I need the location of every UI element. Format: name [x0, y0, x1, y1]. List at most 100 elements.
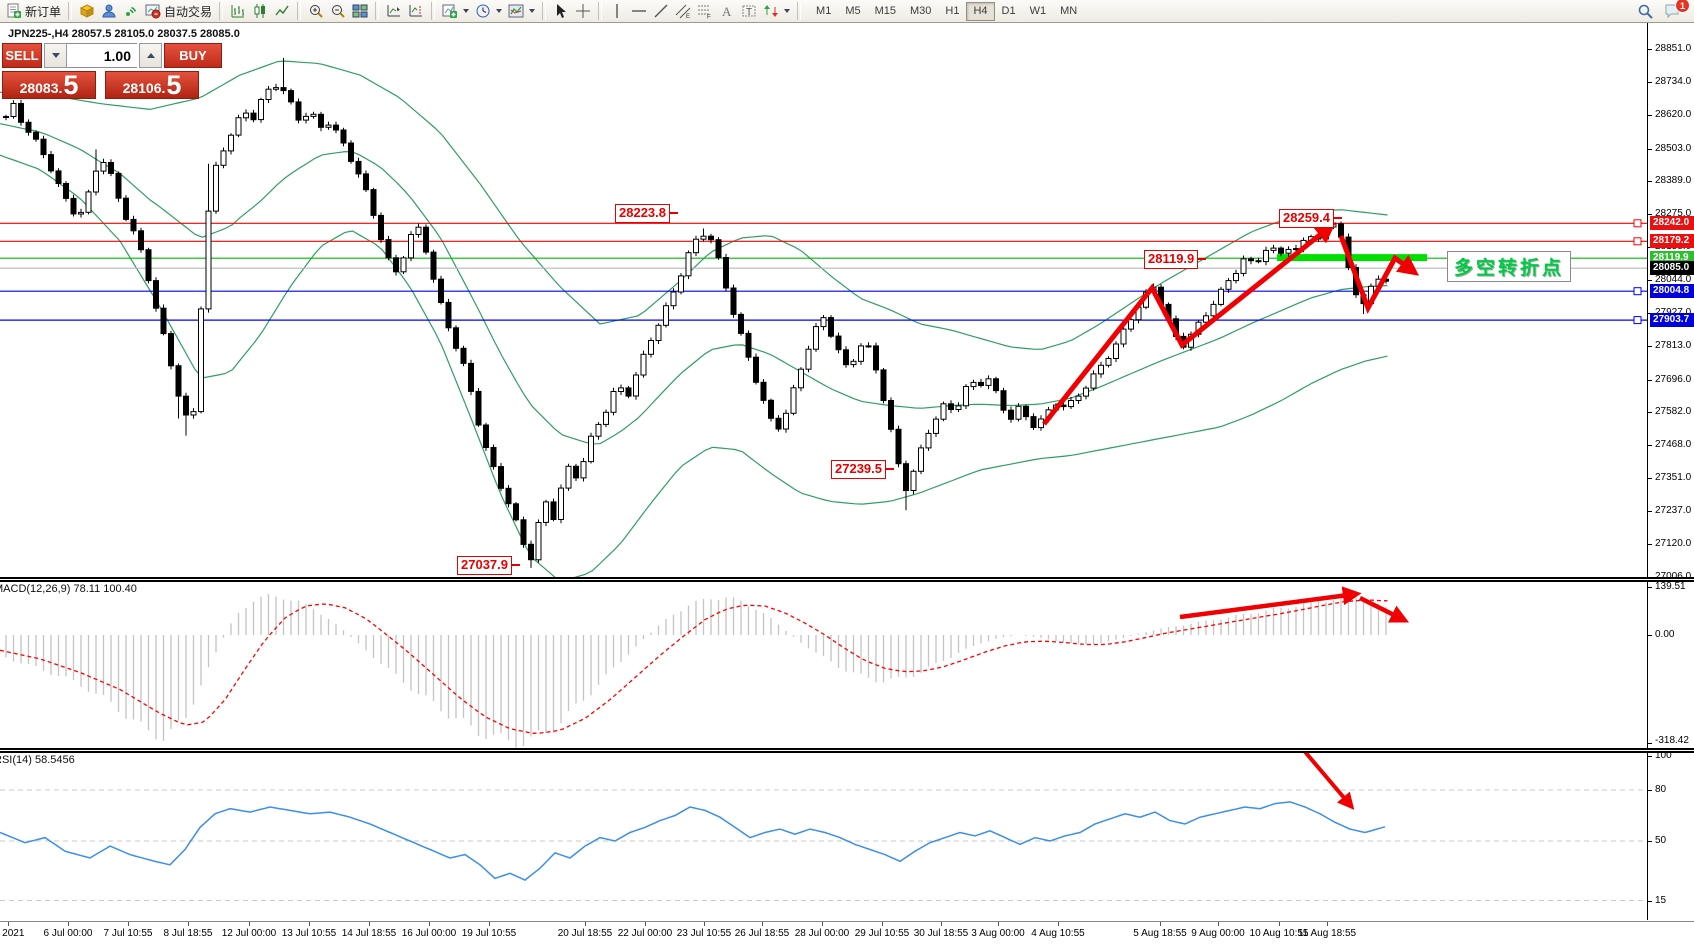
bid-price[interactable]: 28083. 5 — [2, 71, 96, 99]
bid-big-digit: 5 — [63, 70, 79, 100]
bollinger-middle-band — [0, 123, 1388, 445]
chart-shift-button[interactable] — [405, 1, 427, 21]
timeframe-h1-button[interactable]: H1 — [945, 4, 960, 17]
search-icon[interactable] — [1637, 3, 1654, 20]
price-annotation-label[interactable]: 28223.8 — [615, 204, 678, 223]
auto-trading-button[interactable]: 自动交易 — [142, 1, 215, 21]
timeframe-m5-button[interactable]: M5 — [845, 4, 861, 17]
time-label: 11 Aug 18:55 — [1297, 928, 1357, 939]
price-tick-mark — [1648, 214, 1652, 215]
fibonacci-tool-button[interactable]: F — [694, 1, 716, 21]
spinner-up-icon — [146, 53, 155, 58]
rsi-tick-label: 100 — [1655, 750, 1672, 761]
annotation-connector — [885, 468, 894, 470]
ask-price[interactable]: 28106. 5 — [105, 71, 199, 99]
tile-windows-button[interactable] — [349, 1, 371, 21]
timeframe-m30-button[interactable]: M30 — [910, 4, 932, 17]
add-indicator-icon — [442, 4, 458, 18]
pane-separator[interactable] — [0, 748, 1694, 753]
channel-tool-button[interactable]: E — [672, 1, 694, 21]
chart-shift-icon — [409, 5, 423, 17]
time-tick-mark — [1160, 922, 1161, 926]
time-label: 30 Jul 18:55 — [913, 928, 969, 939]
zoom-in-button[interactable] — [305, 1, 327, 21]
price-annotation-label[interactable]: 28119.9 — [1144, 250, 1207, 269]
timeframe-mn-button[interactable]: MN — [1060, 4, 1078, 17]
auto-scroll-button[interactable] — [383, 1, 405, 21]
trend-arrow[interactable] — [1179, 586, 1362, 620]
price-tick-label: 27582.0 — [1655, 406, 1692, 417]
time-tick-mark — [369, 922, 370, 926]
crosshair-tool-button[interactable] — [572, 1, 594, 21]
volume-increase-button[interactable] — [139, 43, 162, 68]
text-tool-button[interactable]: A — [716, 1, 738, 21]
line-handle[interactable] — [1633, 316, 1642, 325]
gold-cube-icon — [79, 4, 95, 18]
zoom-out-button[interactable] — [327, 1, 349, 21]
one-click-trading-panel: SELL BUY 28083.5 28106.5 — [2, 43, 222, 99]
sell-button[interactable]: SELL — [2, 43, 42, 68]
arrows-tool-button[interactable] — [760, 1, 793, 21]
macd-pane[interactable] — [0, 582, 1647, 748]
timeframe-d1-button[interactable]: D1 — [1001, 4, 1016, 17]
toolbar-separator — [797, 2, 802, 20]
signals-button[interactable] — [120, 1, 142, 21]
time-tick-mark — [1218, 922, 1219, 926]
add-indicator-button[interactable] — [439, 1, 472, 21]
text-label-tool-button[interactable]: T — [738, 1, 760, 21]
rsi-pane[interactable] — [0, 753, 1647, 920]
volume-decrease-button[interactable] — [44, 43, 67, 68]
price-annotation-label[interactable]: 28259.4 — [1279, 209, 1342, 228]
auto-trading-icon — [145, 4, 161, 19]
time-tick-mark — [8, 922, 9, 926]
trendline-tool-button[interactable] — [650, 1, 672, 21]
price-tick-label: 27927.0 — [1655, 307, 1691, 318]
time-label: 8 Jul 18:55 — [163, 928, 213, 939]
trend-arrow[interactable] — [1295, 753, 1355, 810]
trend-arrow[interactable] — [1358, 595, 1410, 623]
time-label: 28 Jul 00:00 — [794, 928, 850, 939]
timeframe-h4-button[interactable]: H4 — [966, 1, 995, 21]
line-handle[interactable] — [1633, 237, 1642, 246]
bar-chart-mode-button[interactable] — [227, 1, 249, 21]
market-watch-button[interactable] — [76, 1, 98, 21]
price-tick-mark — [1648, 49, 1652, 50]
line-chart-mode-button[interactable] — [271, 1, 293, 21]
price-annotation-label[interactable]: 27239.5 — [831, 460, 894, 479]
price-tick-label: 27120.0 — [1655, 538, 1692, 549]
rsi-tick-mark — [1648, 841, 1652, 842]
new-order-button[interactable]: 新订单 — [3, 1, 64, 21]
buy-button[interactable]: BUY — [164, 43, 222, 68]
price-chart-pane[interactable] — [0, 23, 1647, 577]
line-handle[interactable] — [1633, 219, 1642, 228]
turning-point-note[interactable]: 多空转折点 — [1447, 251, 1572, 282]
time-label: 19 Jul 10:55 — [461, 928, 517, 939]
annotation-connector — [1197, 258, 1207, 260]
vertical-line-tool-button[interactable] — [606, 1, 628, 21]
time-tick-mark — [882, 922, 883, 926]
price-badge-27903.7: 27903.7 — [1650, 313, 1694, 327]
candlestick-mode-button[interactable] — [249, 1, 271, 21]
trend-arrow[interactable] — [1338, 235, 1420, 315]
accounts-button[interactable] — [98, 1, 120, 21]
timeframe-m1-button[interactable]: M1 — [816, 4, 832, 17]
price-annotation-label[interactable]: 27037.9 — [457, 556, 520, 575]
volume-input[interactable] — [67, 43, 137, 68]
timeframe-m15-button[interactable]: M15 — [874, 4, 896, 17]
time-label: 9 Aug 00:00 — [1191, 928, 1245, 939]
text-label-icon: T — [742, 5, 756, 18]
notifications-button[interactable]: 1 — [1664, 0, 1690, 19]
pane-separator[interactable] — [0, 577, 1694, 582]
timeframe-w1-button[interactable]: W1 — [1029, 4, 1047, 17]
period-button[interactable] — [472, 1, 505, 21]
line-handle[interactable] — [1633, 287, 1642, 296]
price-tick-label: 28734.0 — [1655, 76, 1692, 87]
cursor-tool-button[interactable] — [550, 1, 572, 21]
time-tick-mark — [941, 922, 942, 926]
trend-arrow[interactable] — [1042, 222, 1336, 426]
horizontal-line-tool-button[interactable] — [628, 1, 650, 21]
time-axis-line — [0, 921, 1694, 922]
green-trend-bar[interactable] — [1277, 254, 1427, 262]
notification-badge: 1 — [1675, 0, 1690, 13]
template-button[interactable] — [505, 1, 538, 21]
